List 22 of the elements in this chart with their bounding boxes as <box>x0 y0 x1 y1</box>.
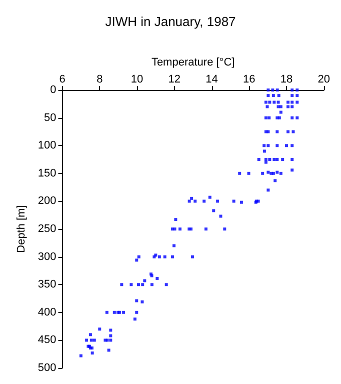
chart-title: JIWH in January, 1987 <box>105 14 236 29</box>
y-tick-label: 350 <box>38 278 56 291</box>
y-tick-label: 150 <box>38 167 56 180</box>
x-tick-label: 14 <box>206 74 218 86</box>
y-tick-label: 0 <box>50 84 56 96</box>
y-tick-label: 50 <box>44 112 56 124</box>
y-axis-title: Depth [m] <box>16 205 28 253</box>
x-axis-title: Temperature [°C] <box>151 56 235 68</box>
x-tick-label: 6 <box>59 74 66 86</box>
y-tick-label: 100 <box>38 140 56 152</box>
x-tick-label: 18 <box>280 74 293 86</box>
x-tick-label: 10 <box>130 74 144 86</box>
y-tick-label: 200 <box>38 195 56 208</box>
y-tick-label: 450 <box>38 334 56 346</box>
x-tick-label: 8 <box>96 74 103 86</box>
x-tick-label: 16 <box>243 74 256 86</box>
x-tick-label: 20 <box>318 74 330 86</box>
y-tick-label: 500 <box>38 362 56 374</box>
y-tick-label: 400 <box>38 306 56 318</box>
x-tick-label: 12 <box>168 74 181 86</box>
y-tick-label: 300 <box>38 250 56 263</box>
y-tick-label: 250 <box>38 223 56 235</box>
